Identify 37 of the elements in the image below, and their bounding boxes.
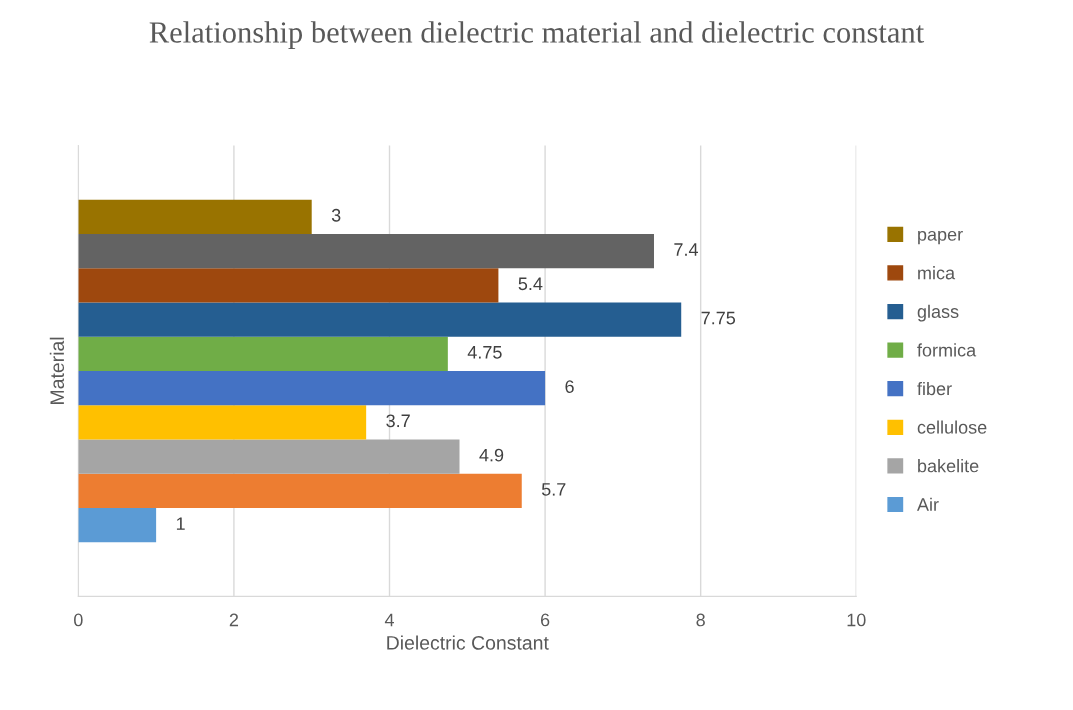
- bar: [78, 302, 682, 337]
- legend-label: formica: [917, 343, 977, 357]
- legend-label: Air: [916, 497, 939, 511]
- bar: [78, 336, 448, 371]
- bar: [78, 370, 546, 406]
- x-axis-title: Dielectric Constant: [387, 635, 549, 650]
- legend-label: glass: [917, 304, 959, 322]
- bar: [78, 405, 367, 440]
- x-tick-label: 8: [696, 613, 705, 627]
- data-label: 1: [176, 517, 185, 530]
- legend-label: mica: [918, 266, 956, 280]
- bar: [78, 199, 312, 234]
- bar: [78, 439, 460, 474]
- data-label: 7.75: [701, 311, 736, 325]
- data-label: 7.4: [674, 243, 699, 256]
- y-axis-title: Material: [49, 337, 65, 404]
- data-label: 4.9: [479, 448, 504, 462]
- chart-title: Relationship between dielectric material and dielectric constant: [149, 21, 925, 50]
- x-tick-label: 2: [229, 613, 239, 627]
- legend-label: paper: [918, 230, 963, 245]
- data-label: 3: [331, 208, 341, 222]
- bar: [78, 508, 157, 543]
- bar: [78, 268, 499, 303]
- legend-label: bakelite: [918, 459, 979, 473]
- bar: [78, 473, 522, 509]
- data-label: 5.7: [541, 483, 566, 496]
- x-tick-label: 6: [540, 613, 550, 627]
- data-label: 5.4: [518, 277, 543, 291]
- legend-label: fiber: [917, 381, 952, 396]
- x-tick-label: 10: [847, 613, 866, 627]
- data-label: 3.7: [386, 414, 410, 428]
- x-tick-label: 0: [74, 613, 83, 627]
- x-tick-label: 4: [384, 613, 394, 627]
- data-label: 4.75: [467, 346, 502, 359]
- bar: [78, 233, 654, 269]
- legend-label: cellulose: [917, 420, 987, 434]
- data-label: 6: [565, 380, 574, 393]
